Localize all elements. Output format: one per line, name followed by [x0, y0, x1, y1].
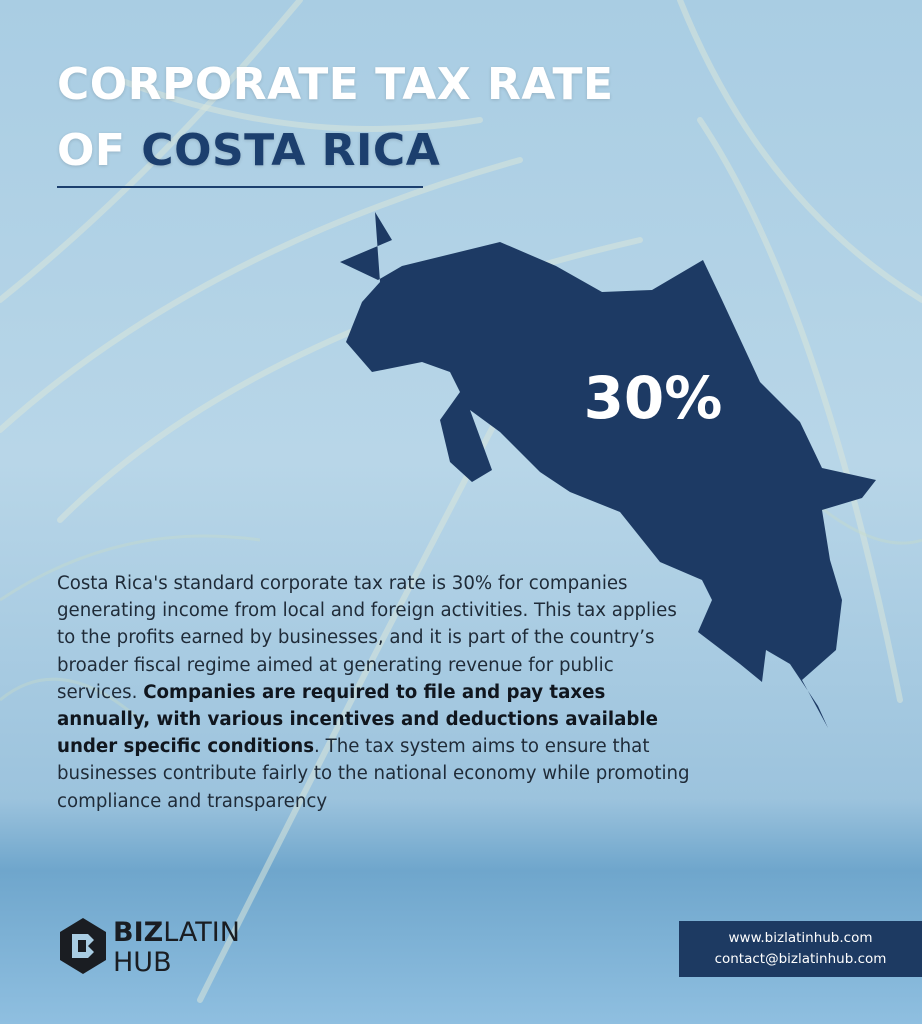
paragraph-text: . The tax system aims to ensure that bus…: [57, 736, 690, 812]
logo-biz: BIZ: [113, 917, 164, 948]
title-prefix: OF: [57, 125, 126, 176]
logo-latin: LATIN: [163, 917, 240, 948]
title-highlight: COSTA RICA: [141, 125, 441, 176]
costa-rica-map: [340, 212, 876, 728]
website[interactable]: www.bizlatinhub.com: [728, 930, 873, 946]
paragraph-emphasis: Companies are required to file and pay t…: [57, 681, 658, 758]
title-line: CORPORATE TAX RATE: [57, 59, 614, 110]
logo-text: BIZLATIN HUB: [113, 918, 240, 978]
email[interactable]: contact@bizlatinhub.com: [714, 951, 887, 967]
paragraph-text: Costa Rica's standard corporate tax rate…: [57, 573, 677, 703]
logo-icon: [60, 918, 106, 974]
tax-rate: 30%: [584, 364, 723, 432]
title-rule: [57, 186, 423, 188]
logo: BIZLATIN HUB: [58, 916, 240, 982]
contact-box: www.bizlatinhub.com contact@bizlatinhub.…: [679, 921, 922, 977]
title-line: OF COSTA RICA: [57, 118, 614, 184]
description: Costa Rica's standard corporate tax rate…: [57, 570, 697, 815]
logo-hub: HUB: [113, 947, 172, 978]
title: CORPORATE TAX RATE OF COSTA RICA: [57, 52, 614, 184]
